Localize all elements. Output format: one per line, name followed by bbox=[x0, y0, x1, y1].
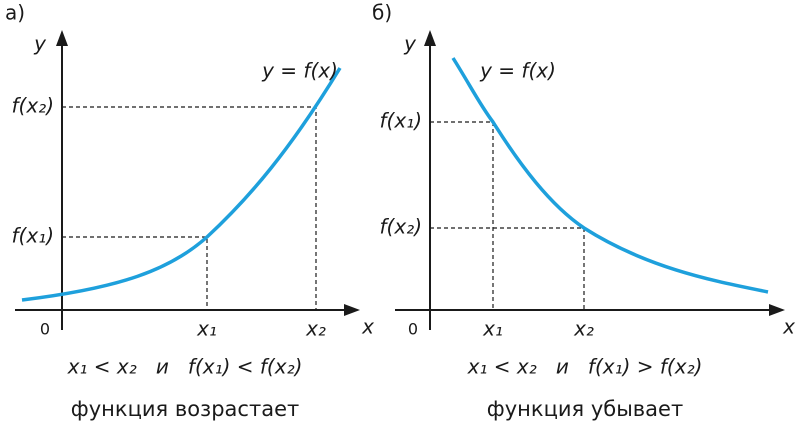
x-tick: x₂ bbox=[573, 317, 594, 341]
panel-a: а) y x 0 y = f(x) x₁ x₂ f(x₁) f(x₂) x₁ <… bbox=[5, 1, 374, 422]
curve-label: y = f(x) bbox=[479, 59, 556, 83]
curve bbox=[21, 67, 342, 302]
origin: 0 bbox=[408, 320, 418, 339]
curve-label: y = f(x) bbox=[261, 59, 338, 83]
origin: 0 bbox=[40, 320, 50, 339]
x-tick: x₁ bbox=[196, 317, 217, 341]
guide-lines bbox=[430, 121, 585, 310]
condition: x₁ < x₂ и f(x₁) > f(x₂) bbox=[467, 355, 703, 379]
y-label: y bbox=[33, 32, 47, 56]
panel-label: б) bbox=[372, 1, 392, 25]
y-label: y bbox=[403, 32, 417, 56]
condition: x₁ < x₂ и f(x₁) < f(x₂) bbox=[67, 355, 303, 379]
caption: функция убывает bbox=[487, 397, 683, 421]
arrow bbox=[769, 304, 785, 316]
y-tick: f(x₂) bbox=[12, 94, 55, 118]
x-label: x bbox=[361, 315, 374, 339]
arrow bbox=[344, 304, 360, 316]
caption: функция возрастает bbox=[71, 397, 299, 421]
y-tick: f(x₁) bbox=[380, 109, 423, 133]
y-tick: f(x₁) bbox=[12, 224, 55, 248]
panel-b: б) y x 0 y = f(x) x₁ x₂ f(x₁) f(x₂) x₁ <… bbox=[372, 1, 795, 422]
curve bbox=[451, 57, 769, 294]
guide-lines bbox=[62, 106, 317, 310]
panel-label: а) bbox=[5, 1, 25, 25]
x-tick: x₁ bbox=[482, 317, 503, 341]
arrow bbox=[424, 30, 436, 46]
y-tick: f(x₂) bbox=[380, 215, 423, 239]
x-label: x bbox=[782, 315, 795, 339]
arrow bbox=[56, 30, 68, 46]
x-tick: x₂ bbox=[305, 317, 326, 341]
